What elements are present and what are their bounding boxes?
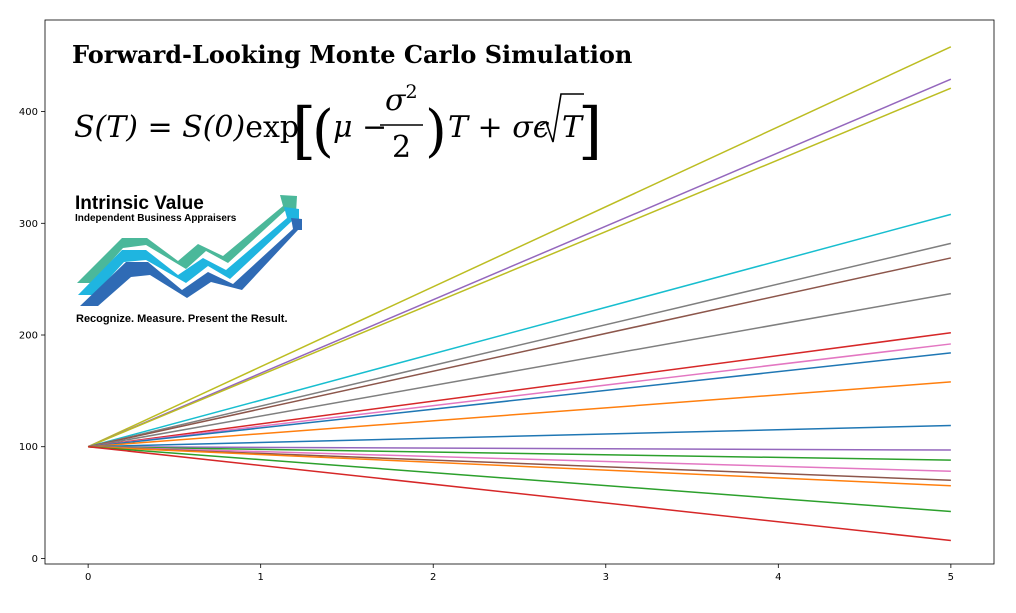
svg-text:(: ( <box>312 99 334 164</box>
logo-subtitle: Independent Business Appraisers <box>75 213 237 224</box>
y-axis: 0 100 200 300 400 <box>19 107 45 565</box>
series-line-6 <box>87 257 952 448</box>
svg-text:T + σϵ: T + σϵ <box>448 110 550 145</box>
series-line-13 <box>88 445 951 451</box>
series-line-4 <box>87 213 952 448</box>
y-tick-label: 300 <box>19 219 38 230</box>
svg-text:[: [ <box>292 94 316 167</box>
plot-area <box>44 19 995 565</box>
rising-arrows-icon <box>77 195 302 306</box>
series-line-17 <box>88 445 951 487</box>
x-tick-label: 5 <box>948 572 954 583</box>
svg-text:T: T <box>562 110 584 145</box>
formula: S(T) = S(0)exp [ ( μ − σ2 2 ) T + σϵ T ] <box>74 81 602 167</box>
series-line-5 <box>87 242 952 448</box>
series-line-18 <box>88 445 951 513</box>
series-line-11 <box>88 381 951 448</box>
x-tick-label: 0 <box>85 572 91 583</box>
series-line-14 <box>88 445 951 461</box>
intrinsic-value-logo: Intrinsic Value Independent Business App… <box>75 193 302 325</box>
x-axis: 0 1 2 3 4 5 <box>85 564 954 583</box>
series-line-9 <box>88 343 951 448</box>
series-layer <box>87 46 952 542</box>
series-line-10 <box>88 352 951 448</box>
series-line-1 <box>87 46 952 448</box>
y-tick-label: 200 <box>19 331 38 342</box>
series-line-8 <box>88 332 951 448</box>
svg-text:2: 2 <box>392 130 411 165</box>
series-line-2 <box>87 78 952 448</box>
logo-name: Intrinsic Value <box>75 193 204 214</box>
series-line-12 <box>88 424 951 448</box>
y-tick-label: 0 <box>32 554 38 565</box>
svg-text:]: ] <box>578 94 602 167</box>
series-line-15 <box>88 445 951 473</box>
y-tick-label: 400 <box>19 107 38 118</box>
series-line-3 <box>87 87 952 448</box>
series-line-16 <box>88 445 951 481</box>
series-line-7 <box>88 292 951 448</box>
x-tick-label: 4 <box>775 572 781 583</box>
svg-text:μ −: μ − <box>333 110 387 145</box>
logo-tagline: Recognize. Measure. Present the Result. <box>76 313 288 325</box>
svg-text:): ) <box>425 99 447 164</box>
y-tick-label: 100 <box>19 442 38 453</box>
series-line-19 <box>88 445 951 542</box>
x-tick-label: 3 <box>603 572 609 583</box>
svg-text:S(T) = S(0)exp: S(T) = S(0)exp <box>74 110 299 145</box>
x-tick-label: 2 <box>430 572 436 583</box>
x-tick-label: 1 <box>257 572 263 583</box>
chart-title: Forward-Looking Monte Carlo Simulation <box>72 40 632 69</box>
